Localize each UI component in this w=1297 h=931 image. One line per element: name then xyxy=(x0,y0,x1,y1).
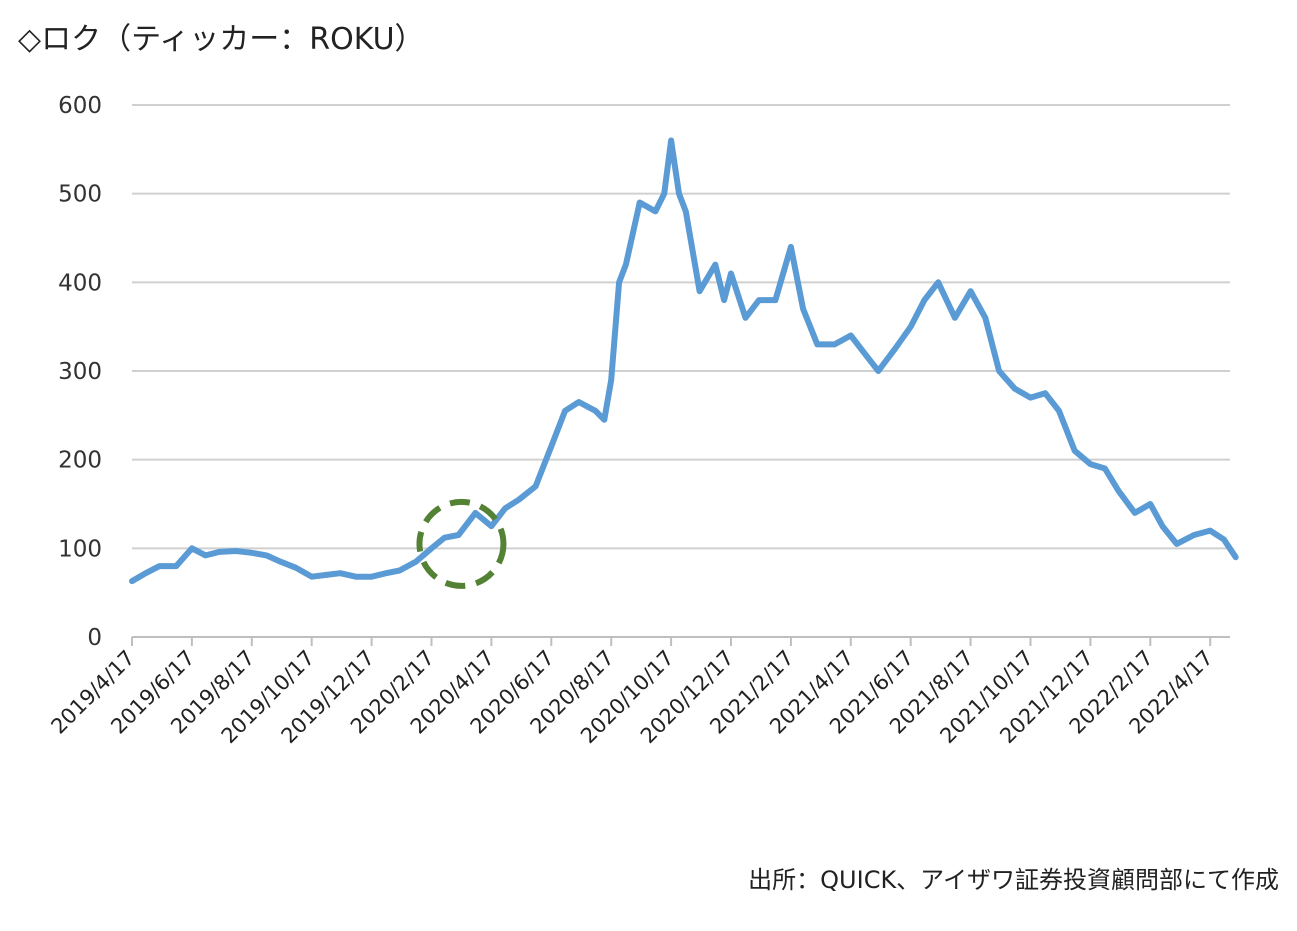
y-tick-label: 600 xyxy=(58,93,102,119)
y-tick-label: 200 xyxy=(58,448,102,474)
series-layer xyxy=(129,137,1239,585)
series-line xyxy=(129,137,1239,585)
annotation-layer xyxy=(416,498,507,589)
y-tick-label: 300 xyxy=(58,359,102,385)
y-tick-label: 500 xyxy=(58,182,102,208)
y-tick-label: 0 xyxy=(87,625,102,651)
y-axis-ticks: 0 100 200 300 400 500 600 xyxy=(58,93,102,651)
gridlines xyxy=(132,104,1230,550)
x-axis: 2019/4/172019/6/172019/8/172019/10/17201… xyxy=(46,636,1230,748)
highlight-circle xyxy=(416,498,507,589)
y-tick-label: 400 xyxy=(58,270,102,296)
chart-title: ◇ロク（ティッカー：ROKU） xyxy=(18,22,425,57)
source-note: 出所：QUICK、アイザワ証券投資顧問部にて作成 xyxy=(748,866,1279,894)
y-tick-label: 100 xyxy=(58,536,102,562)
